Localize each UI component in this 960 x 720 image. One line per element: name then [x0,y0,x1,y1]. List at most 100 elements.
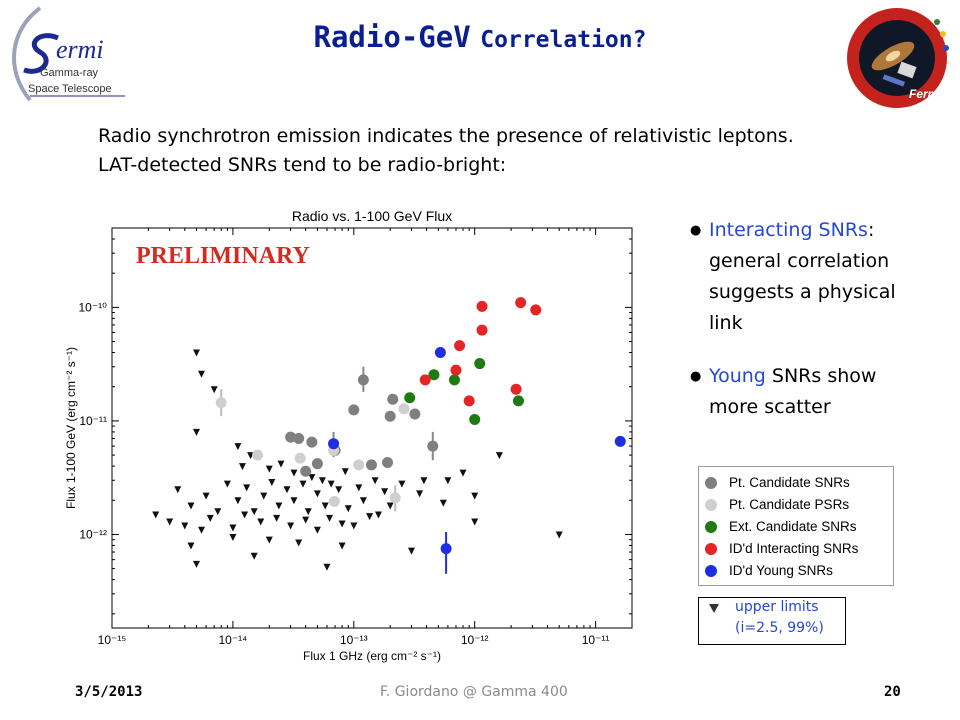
upper-limit-marker [243,484,251,492]
upper-limit-marker [277,460,285,468]
upper-limit-marker [238,463,246,471]
bullet-dot-icon: ● [690,369,702,384]
upper-limit-marker [260,492,268,500]
data-point [427,440,439,452]
upper-limit-marker [420,477,428,485]
data-point [510,383,522,395]
data-point [215,397,227,409]
data-point [328,496,340,508]
data-point [428,369,440,381]
data-point [293,432,305,444]
data-point [404,392,416,404]
upper-limit-marker [459,469,467,477]
upper-limit-marker [495,452,503,460]
upper-limit-marker [290,497,298,505]
upper-limit-marker [202,492,210,500]
bullet-2-line-2: more scatter [709,396,831,418]
upper-limit-marker [187,502,195,510]
upper-limit-marker [174,486,182,494]
upper-limit-marker [335,486,343,494]
logo-line-space: Space Telescope [28,83,112,95]
data-point [357,374,369,386]
logo-wordmark: ermi [56,35,104,64]
upper-limit-marker [416,490,424,498]
legend-label: Ext. Candidate SNRs [729,519,857,534]
upper-limit-marker [193,560,201,568]
bullet-2-line-1: SNRs show [765,365,877,387]
data-point [382,457,394,469]
upper-limit-marker [350,522,358,530]
upper-limit-marker [275,502,283,510]
upper-limit-marker [381,488,389,496]
upper-limit-marker [265,536,273,544]
data-point [434,347,446,359]
badge-satellite [897,61,917,79]
y-tick-label: 10⁻¹² [79,527,107,541]
data-point [419,374,431,386]
badge-flag-2 [940,31,946,37]
upper-limit-marker [250,552,258,560]
title-rest: Correlation? [480,27,647,53]
data-point [409,408,421,420]
data-point [512,395,524,407]
upper-limit-marker [299,480,307,488]
y-tick-label: 10⁻¹¹ [79,414,107,428]
upper-limit-marker [344,505,352,513]
data-point [614,435,626,447]
page-number: 20 [884,684,901,700]
upper-limit-marker [198,526,206,534]
badge-label: Fermi [909,87,942,101]
data-point [440,543,452,555]
upper-limit-marker [193,349,201,357]
upper-limit-marker [439,499,447,507]
legend-item: ID'd Interacting SNRs [705,538,858,559]
legend-label: ID'd Interacting SNRs [729,541,859,556]
upper-limit-marker [555,531,563,539]
upper-limit-marker [308,474,316,482]
upper-limit-marker [265,465,273,473]
legend-label: ID'd Young SNRs [729,563,833,578]
upper-limit-marker [359,497,367,505]
upper-limit-marker [326,514,334,522]
bullet-interacting: ● Interacting SNRs: general correlation … [690,215,955,339]
upper-limit-marker [313,526,321,534]
bullet-2-highlight: Young [709,365,766,387]
legend-marker [705,498,717,511]
data-point [515,297,527,309]
x-tick-label: 10⁻¹² [461,633,489,647]
upper-limit-marker [355,484,363,492]
upper-limit-marker [250,508,258,516]
slide-title: Radio-GeV Correlation? [220,20,740,54]
preliminary-watermark: PRELIMINARY [136,243,310,269]
upper-limit-marker [366,513,374,521]
footer-date: 3/5/2013 [75,684,143,700]
legend-marker [705,520,717,533]
bullet-1-line-3: suggests a physical [709,281,896,303]
upper-limit-marker [304,508,312,516]
upper-limit-marker [181,522,189,530]
fermi-mission-badge: Fermi [847,8,949,108]
upper-limit-marker [323,563,331,571]
upper-limit-marker [374,511,382,519]
data-point [328,438,340,450]
upper-limit-marker [234,443,242,451]
radio-gev-scatter-chart: Radio vs. 1-100 GeV Flux PRELIMINARY 10⁻… [64,208,633,663]
badge-flag-1 [934,19,940,25]
legend-label: Pt. Candidate PSRs [729,497,850,512]
title-main: Radio-GeV [313,20,471,54]
legend-item: ID'd Young SNRs [705,560,833,581]
axis-ticks: 10⁻¹⁵ 10⁻¹⁴ 10⁻¹³ 10⁻¹² 10⁻¹¹ 10⁻¹² 10⁻¹¹ 10⁻¹⁰ [79,227,633,647]
x-tick-label: 10⁻¹³ [340,633,368,647]
data-point [398,403,410,415]
data-point [311,458,323,470]
upper-limit-marker [234,497,242,505]
chart-legend: Pt. Candidate SNRs Pt. Candidate PSRs Ex… [698,466,894,586]
x-tick-label: 10⁻¹⁵ [98,633,127,647]
upper-limit-marker [193,428,201,436]
upper-limit-marker [327,480,335,488]
data-point [463,395,475,407]
upper-limit-marker [313,490,321,498]
data-point [353,459,365,471]
data-point [294,452,306,464]
upper-limit-marker [338,520,346,528]
